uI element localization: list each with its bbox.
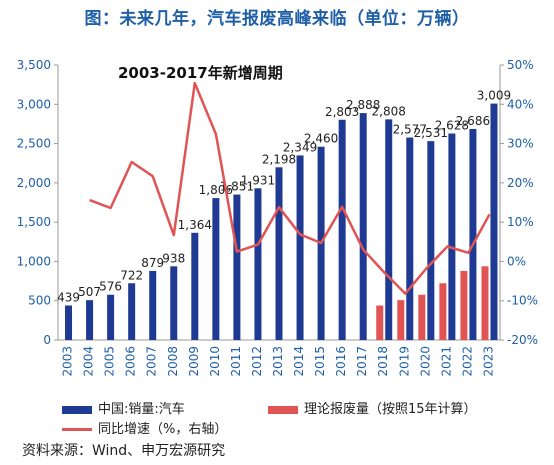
bar-sales-label: 507 (78, 285, 101, 299)
source-note: 资料来源：Wind、申万宏源研究 (22, 443, 226, 459)
x-tick-label: 2022 (460, 346, 474, 377)
bar-sales (233, 194, 241, 340)
x-tick-label: 2020 (418, 346, 432, 377)
x-tick-label: 2013 (271, 346, 285, 377)
bar-sales (338, 119, 346, 340)
bar-sales (191, 232, 199, 340)
x-tick-label: 2014 (292, 346, 306, 377)
bar-sales-label: 2,888 (346, 98, 380, 112)
bar-sales (406, 137, 414, 340)
bar-sales (359, 113, 367, 340)
bar-sales-label: 2,460 (304, 132, 338, 146)
legend-growth-label: 同比增速（%，右轴） (98, 422, 228, 437)
bar-sales-label: 1,364 (178, 218, 212, 232)
right-tick-label: 0% (507, 254, 526, 268)
x-tick-label: 2005 (103, 346, 117, 377)
bar-sales-label: 2,349 (283, 140, 317, 154)
bar-sales-label: 879 (141, 256, 164, 270)
right-tick-label: 20% (507, 176, 534, 190)
bar-sales (128, 283, 136, 340)
bar-sales-label: 2,803 (325, 105, 359, 119)
bar-sales-label: 938 (162, 251, 185, 265)
bar-sales-label: 2,198 (262, 152, 296, 166)
x-tick-label: 2008 (166, 346, 180, 377)
x-tick-label: 2006 (124, 346, 138, 377)
bar-sales (149, 270, 157, 340)
bar-sales-label: 2,577 (393, 123, 427, 137)
bar-sales-label: 2,628 (435, 119, 469, 133)
bar-scrap (397, 300, 405, 340)
legend-growth-swatch (62, 428, 92, 431)
bar-sales-label: 722 (120, 268, 143, 282)
bar-sales (107, 294, 115, 340)
bar-sales (427, 141, 435, 340)
x-tick-label: 2018 (376, 346, 390, 377)
bar-sales-label: 576 (99, 280, 122, 294)
x-tick-label: 2007 (145, 346, 159, 377)
chart-canvas: 0 500 1,000 1,500 2,000 2,500 3,000 3,500 -20% -1… (17, 58, 538, 377)
right-tick-label: 50% (507, 58, 534, 72)
x-tick-label: 2011 (229, 346, 243, 377)
x-tick-label: 2021 (439, 346, 453, 377)
x-tick-label: 2010 (208, 346, 222, 377)
x-tick-label: 2016 (334, 346, 348, 377)
bar-sales-label: 2,686 (456, 114, 490, 128)
right-tick-label: 10% (507, 215, 534, 229)
x-tick-label: 2003 (61, 346, 75, 377)
left-tick-label: 0 (43, 333, 51, 347)
growth-line (89, 81, 491, 295)
chart-title: 图：未来几年，汽车报废高峰来临（单位：万辆） (84, 9, 470, 29)
bar-sales-label: 2,808 (372, 104, 406, 118)
bar-scrap (439, 283, 447, 340)
legend-sales-label: 中国:销量:汽车 (98, 402, 185, 417)
bar-sales (170, 266, 178, 340)
x-tick-label: 2019 (397, 346, 411, 377)
bar-sales (275, 167, 283, 340)
bar-sales (385, 119, 393, 340)
right-tick-label: 40% (507, 97, 534, 111)
left-tick-label: 3,000 (17, 97, 51, 111)
period-annotation: 2003-2017年新增周期 (118, 64, 283, 82)
x-tick-label: 2023 (481, 346, 495, 377)
bar-sales (254, 188, 262, 340)
x-tick-label: 2009 (187, 346, 201, 377)
left-tick-label: 1,500 (17, 215, 51, 229)
left-tick-label: 500 (28, 294, 51, 308)
bar-sales-label: 1,851 (220, 180, 254, 194)
bar-sales (490, 103, 498, 340)
bar-sales (448, 133, 456, 340)
right-tick-label: -10% (507, 294, 538, 308)
x-tick-label: 2012 (250, 346, 264, 377)
x-tick-label: 2015 (313, 346, 327, 377)
legend-growth: 同比增速（%，右轴） (62, 418, 227, 437)
legend-sales-swatch (62, 405, 92, 414)
legend-scrap-label: 理论报废量（按照15年计算） (304, 402, 477, 417)
bar-sales (86, 300, 94, 340)
bar-sales-label: 1,931 (241, 173, 275, 187)
left-tick-label: 2,500 (17, 137, 51, 151)
bar-sales-label: 3,009 (477, 89, 511, 103)
bar-sales (65, 305, 73, 340)
bar-sales (469, 128, 477, 340)
legend-scrap: 理论报废量（按照15年计算） (268, 398, 477, 417)
legend-scrap-swatch (268, 405, 298, 414)
right-tick-label: 30% (507, 137, 534, 151)
left-tick-label: 1,000 (17, 254, 51, 268)
bar-scrap (460, 270, 468, 340)
x-tick-label: 2017 (355, 346, 369, 377)
left-tick-label: 2,000 (17, 176, 51, 190)
bar-sales-label: 2,531 (414, 126, 448, 140)
bar-sales-label: 439 (57, 291, 80, 305)
right-tick-label: -20% (507, 333, 538, 347)
legend-sales: 中国:销量:汽车 (62, 398, 185, 417)
left-tick-label: 3,500 (17, 58, 51, 72)
bar-scrap (481, 266, 489, 340)
x-tick-label: 2004 (82, 346, 96, 377)
bar-sales (296, 155, 304, 340)
bar-scrap (376, 305, 384, 340)
bar-scrap (418, 294, 426, 340)
bar-sales (212, 198, 220, 340)
